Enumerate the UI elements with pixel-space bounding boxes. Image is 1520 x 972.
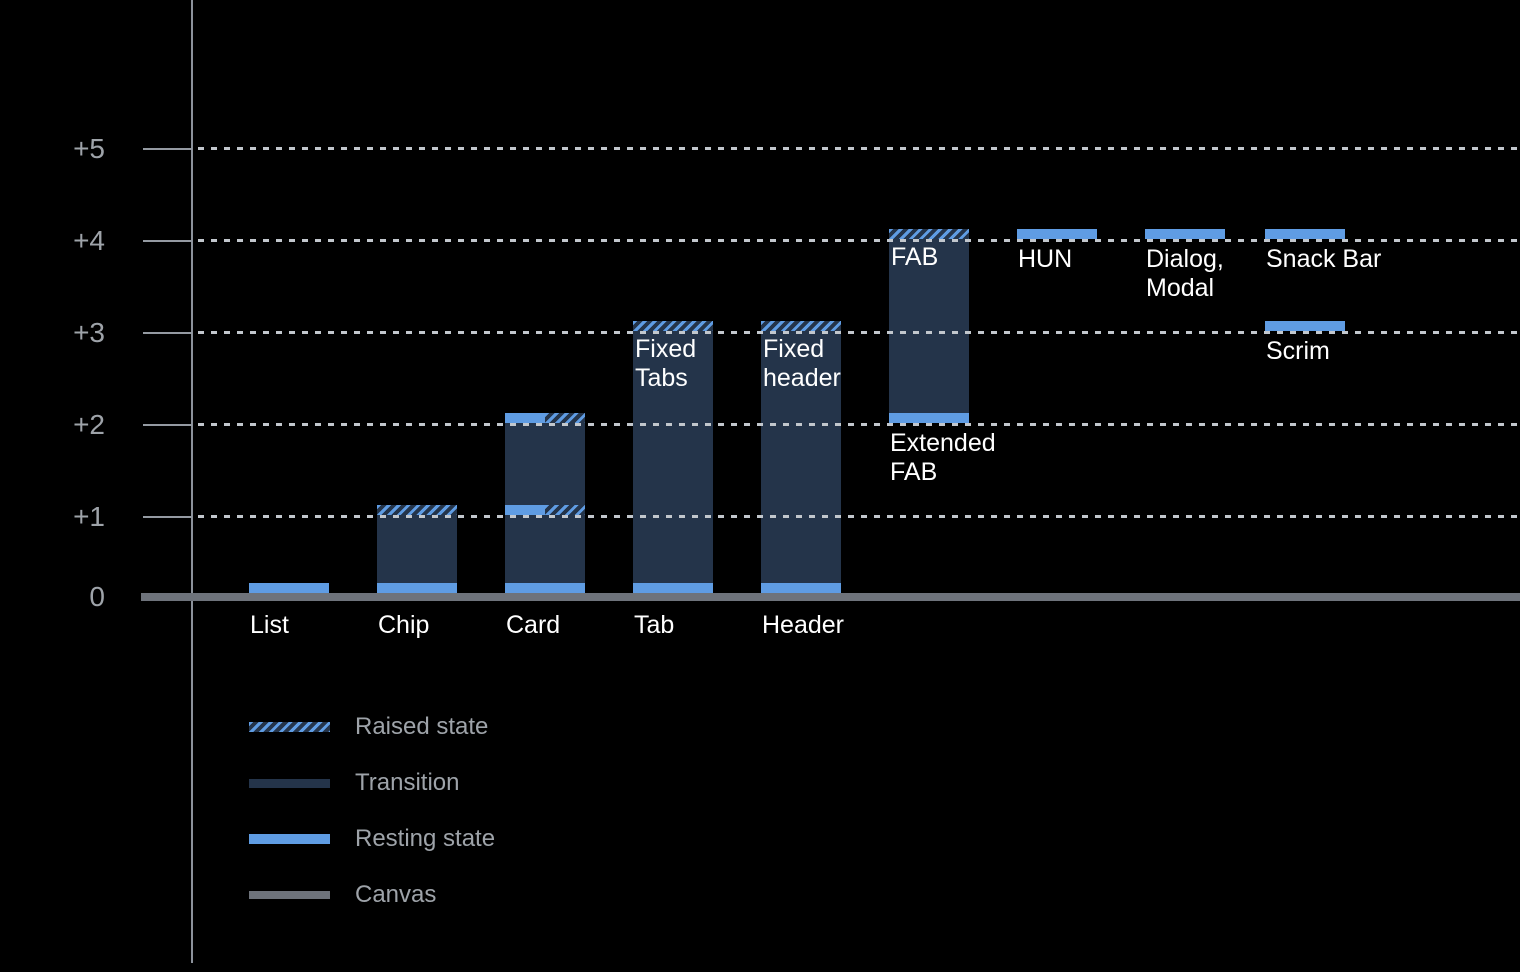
chip-resting-band xyxy=(377,583,457,593)
legend-label-resting: Resting state xyxy=(355,825,496,852)
y-tick-+3 xyxy=(143,332,192,334)
fab-transition-segment xyxy=(889,239,969,413)
header-raised-band xyxy=(761,321,841,331)
gridline-+5 xyxy=(198,147,1520,150)
dialog-modal-resting-band xyxy=(1145,229,1225,239)
card-category-label: Card xyxy=(506,611,561,639)
y-tick-label-+1: +1 xyxy=(73,500,105,532)
hun-resting-band xyxy=(1017,229,1097,239)
header-transition-segment xyxy=(761,331,841,583)
legend-item-resting: Resting state xyxy=(249,825,649,853)
legend-item-transition: Transition xyxy=(249,769,649,797)
y-tick-+5 xyxy=(143,148,192,150)
tab-resting-band xyxy=(633,583,713,593)
y-tick-+2 xyxy=(143,424,192,426)
fab-resting-band xyxy=(889,413,969,423)
legend-item-canvas: Canvas xyxy=(249,881,649,909)
card-resting-band xyxy=(505,583,585,593)
legend-label-canvas: Canvas xyxy=(355,881,437,908)
card-transition-segment xyxy=(505,423,585,505)
tab-raised-band xyxy=(633,321,713,331)
scrim-resting-band xyxy=(1265,321,1345,331)
y-tick-label-+5: +5 xyxy=(73,132,105,164)
chip-raised-band xyxy=(377,505,457,515)
header-label: Fixed header xyxy=(763,335,841,392)
tab-transition-segment xyxy=(633,331,713,583)
dialog-modal-label: Dialog, Modal xyxy=(1146,245,1224,302)
legend-swatch-resting xyxy=(249,834,330,844)
header-resting-band xyxy=(761,583,841,593)
legend-swatch-canvas xyxy=(249,891,330,899)
hun-label: HUN xyxy=(1018,245,1073,273)
tab-label: Fixed Tabs xyxy=(635,335,697,392)
y-tick-+1 xyxy=(143,516,192,518)
list-category-label: List xyxy=(250,611,289,639)
chip-category-label: Chip xyxy=(378,611,430,639)
gridline-+3 xyxy=(198,331,1520,334)
fab-label: Extended FAB xyxy=(890,429,996,486)
card-raised-band xyxy=(545,505,585,515)
card-resting-band xyxy=(505,413,545,423)
scrim-label: Scrim xyxy=(1266,337,1330,365)
snack-bar-label: Snack Bar xyxy=(1266,245,1382,273)
fab-raised-band xyxy=(889,229,969,239)
fab-label: FAB xyxy=(891,243,939,271)
card-resting-band xyxy=(505,505,545,515)
header-category-label: Header xyxy=(762,611,844,639)
legend-label-raised: Raised state xyxy=(355,713,489,740)
snack-bar-resting-band xyxy=(1265,229,1345,239)
y-tick-label-+2: +2 xyxy=(73,408,105,440)
y-axis-line xyxy=(191,0,193,963)
legend-swatch-transition xyxy=(249,778,330,788)
list-resting-band xyxy=(249,583,329,593)
card-raised-band xyxy=(545,413,585,423)
y-tick-+4 xyxy=(143,240,192,242)
gridline-+2 xyxy=(198,423,1520,426)
gridline-+4 xyxy=(198,239,1520,242)
legend-label-transition: Transition xyxy=(355,769,460,796)
card-transition-segment xyxy=(505,515,585,583)
canvas-baseline xyxy=(141,593,1520,601)
chip-transition-segment xyxy=(377,515,457,583)
gridline-+1 xyxy=(198,515,1520,518)
legend-swatch-raised xyxy=(249,722,330,732)
legend-item-raised: Raised state xyxy=(249,713,649,741)
y-tick-label-+3: +3 xyxy=(73,316,105,348)
y-tick-label-0: 0 xyxy=(89,581,105,612)
y-tick-label-+4: +4 xyxy=(73,224,105,256)
tab-category-label: Tab xyxy=(634,611,675,639)
